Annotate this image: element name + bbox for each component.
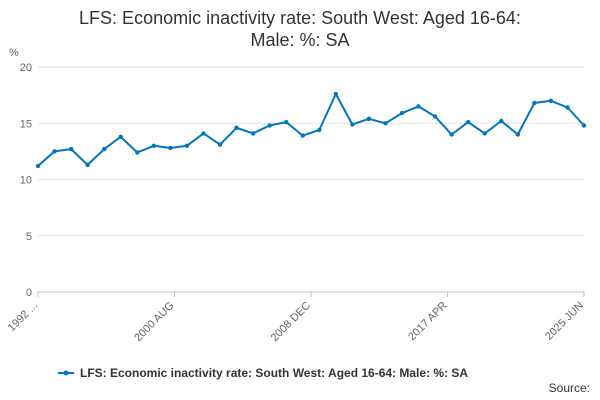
data-point[interactable]: [432, 114, 438, 119]
data-point[interactable]: [234, 125, 239, 130]
data-point[interactable]: [581, 123, 587, 128]
data-point[interactable]: [300, 133, 305, 138]
data-point[interactable]: [168, 145, 173, 151]
data-point[interactable]: [399, 110, 405, 116]
gridlines: [38, 66, 584, 293]
x-tick-label: 1992 ...: [6, 300, 40, 334]
y-tick-label: 15: [20, 118, 32, 130]
data-point[interactable]: [532, 100, 537, 106]
data-point[interactable]: [482, 131, 487, 136]
x-tick-label: 2008 DEC: [269, 300, 313, 344]
x-axis-ticks: 1992 ... 2000 AUG 2008 DEC 2017 APR 2025 JUN: [6, 292, 586, 344]
y-tick-label: 5: [26, 231, 32, 243]
data-point[interactable]: [317, 127, 322, 133]
legend-marker-swatch: [63, 370, 69, 376]
data-point[interactable]: [217, 142, 223, 147]
data-point[interactable]: [284, 119, 289, 125]
data-point[interactable]: [499, 118, 504, 124]
data-point[interactable]: [333, 91, 338, 97]
data-point[interactable]: [85, 162, 90, 168]
data-point[interactable]: [267, 123, 272, 128]
data-point[interactable]: [548, 98, 554, 104]
chart-title-line-1: LFS: Economic inactivity rate: South Wes…: [79, 8, 521, 28]
chart-title-line-2: Male: %: SA: [250, 30, 349, 50]
data-point[interactable]: [118, 134, 123, 139]
y-tick-label: 10: [20, 175, 32, 187]
x-tick-label: 2017 APR: [406, 300, 450, 344]
data-point[interactable]: [383, 121, 388, 126]
data-point[interactable]: [449, 132, 454, 137]
data-point[interactable]: [515, 132, 520, 137]
data-point[interactable]: [416, 104, 421, 109]
data-point[interactable]: [350, 122, 355, 127]
y-axis-ticks: 0 5 10 15 20: [20, 62, 32, 299]
data-point[interactable]: [201, 131, 206, 136]
data-point[interactable]: [102, 146, 107, 152]
data-point[interactable]: [151, 143, 156, 148]
x-tick-label: 2000 AUG: [132, 300, 176, 344]
source-label: Source:: [549, 381, 590, 395]
y-axis-label: %: [9, 47, 19, 59]
data-point[interactable]: [250, 131, 256, 136]
data-point[interactable]: [366, 116, 372, 122]
x-tick-label: 2025 JUN: [543, 300, 586, 343]
data-point[interactable]: [466, 119, 471, 125]
series-line: [37, 93, 585, 167]
legend[interactable]: LFS: Economic inactivity rate: South Wes…: [58, 366, 468, 380]
data-point[interactable]: [52, 149, 57, 154]
y-tick-label: 0: [26, 287, 32, 299]
data-point[interactable]: [135, 150, 140, 155]
data-point[interactable]: [68, 146, 74, 152]
data-point[interactable]: [184, 143, 190, 148]
data-point[interactable]: [35, 163, 41, 169]
legend-label: LFS: Economic inactivity rate: South Wes…: [80, 366, 468, 380]
y-tick-label: 20: [20, 62, 32, 74]
data-point[interactable]: [565, 105, 570, 110]
series-layer: [35, 91, 587, 169]
